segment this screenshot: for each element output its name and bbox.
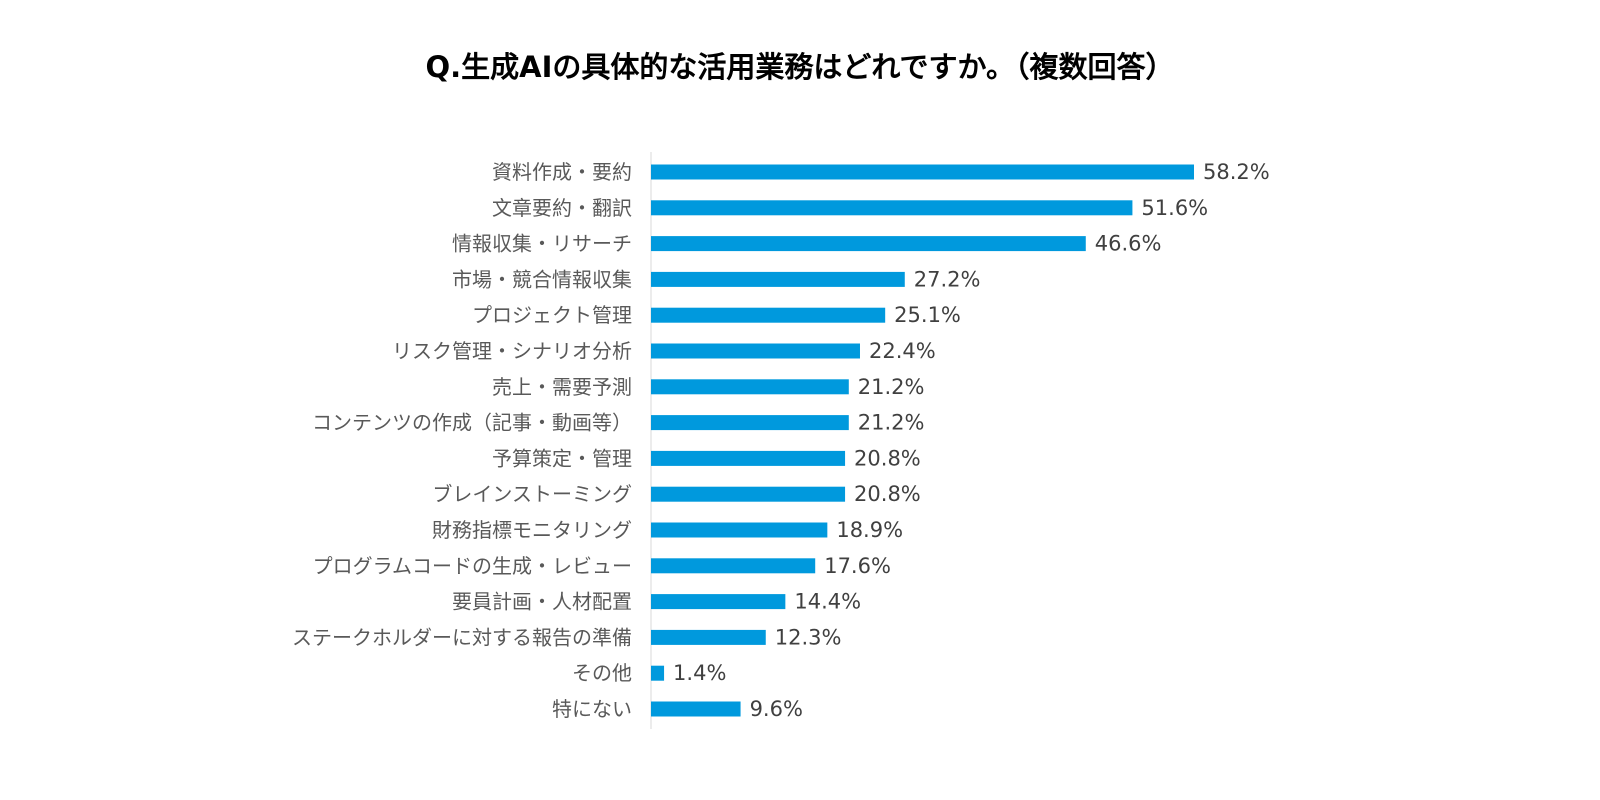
data-label: 18.9% xyxy=(836,518,903,542)
data-label: 22.4% xyxy=(869,339,936,363)
category-label: リスク管理・シナリオ分析 xyxy=(392,339,632,363)
bar xyxy=(651,200,1133,216)
data-label: 9.6% xyxy=(750,697,803,721)
category-label: コンテンツの作成（記事・動画等） xyxy=(312,411,632,435)
data-label: 12.3% xyxy=(775,625,842,649)
bar xyxy=(651,271,905,287)
category-label: ブレインストーミング xyxy=(432,482,632,506)
data-label: 25.1% xyxy=(894,303,961,327)
data-label: 17.6% xyxy=(824,554,891,578)
data-label: 20.8% xyxy=(854,482,921,506)
data-label: 21.2% xyxy=(858,411,925,435)
chart-title: Q.生成AIの具体的な活用業務はどれですか。（複数回答） xyxy=(425,50,1175,84)
bar xyxy=(651,665,665,681)
bar xyxy=(651,307,886,323)
category-label: ステークホルダーに対する報告の準備 xyxy=(292,625,632,649)
data-label: 58.2% xyxy=(1203,160,1270,184)
category-label: 文章要約・翻訳 xyxy=(492,196,632,220)
category-label: プログラムコードの生成・レビュー xyxy=(313,554,632,578)
bar xyxy=(651,164,1194,180)
category-label: 特にない xyxy=(552,697,632,721)
bar xyxy=(651,558,816,574)
bar xyxy=(651,594,786,610)
bar xyxy=(651,415,849,431)
bar xyxy=(651,343,860,359)
data-label: 46.6% xyxy=(1095,232,1162,256)
data-label: 1.4% xyxy=(673,661,726,685)
bar xyxy=(651,486,846,502)
data-label: 51.6% xyxy=(1141,196,1208,220)
category-label: 情報収集・リサーチ xyxy=(452,232,632,256)
bar xyxy=(651,701,741,717)
bar xyxy=(651,450,846,466)
data-label: 14.4% xyxy=(794,590,861,614)
category-label: その他 xyxy=(572,661,632,685)
category-label: 要員計画・人材配置 xyxy=(452,590,632,614)
data-label: 20.8% xyxy=(854,446,921,470)
data-label: 21.2% xyxy=(858,375,925,399)
category-label: 資料作成・要約 xyxy=(492,160,632,184)
category-label: 市場・競合情報収集 xyxy=(452,267,632,291)
bar xyxy=(651,629,766,645)
category-label: プロジェクト管理 xyxy=(472,303,632,327)
bar xyxy=(651,522,828,538)
category-label: 予算策定・管理 xyxy=(492,446,632,470)
data-label: 27.2% xyxy=(914,267,981,291)
bar xyxy=(651,236,1086,252)
category-label: 財務指標モニタリング xyxy=(432,518,632,542)
bar xyxy=(651,379,849,395)
category-label: 売上・需要予測 xyxy=(492,375,632,399)
